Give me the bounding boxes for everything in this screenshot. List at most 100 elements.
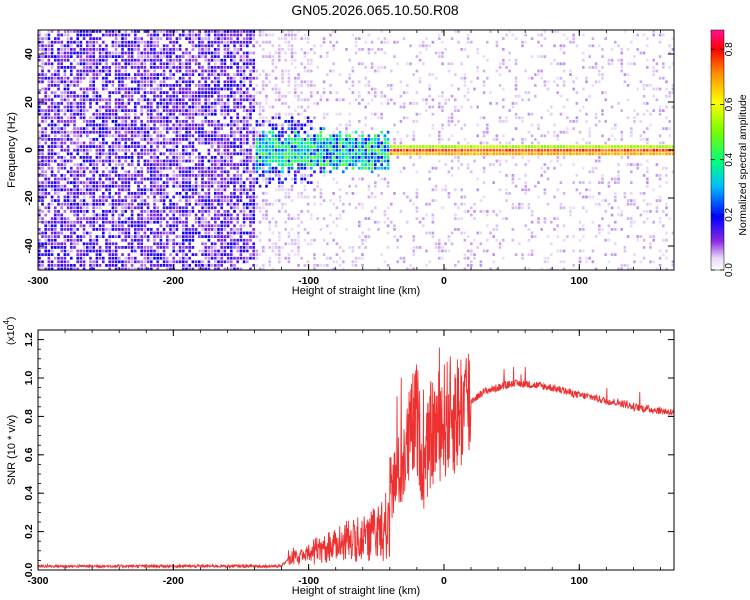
spectrogram-cell xyxy=(201,217,204,220)
spectrogram-cell xyxy=(105,199,108,202)
spectrogram-cell xyxy=(361,256,364,260)
spectrogram-cell xyxy=(188,62,191,66)
spectrogram-cell xyxy=(66,80,70,84)
spectrogram-cell xyxy=(111,127,115,130)
spectrogram-cell xyxy=(220,231,223,235)
spectrogram-cell xyxy=(447,69,451,73)
spectrogram-cell xyxy=(57,145,60,148)
spectrogram-cell xyxy=(361,156,364,159)
spectrogram-cell xyxy=(297,76,300,80)
spectrogram-cell xyxy=(175,228,179,231)
spectrogram-cell xyxy=(252,206,255,210)
spectrogram-cell xyxy=(54,184,57,188)
spectrogram-cell xyxy=(370,40,374,44)
spectrogram-cell xyxy=(63,177,67,181)
spectrogram-cell xyxy=(79,76,83,80)
spectrogram-cell xyxy=(361,159,364,163)
spectrogram-cell xyxy=(182,120,185,123)
spectrogram-cell xyxy=(271,127,275,130)
spectrogram-cell xyxy=(44,109,47,112)
spectrogram-cell xyxy=(236,260,239,264)
spectrogram-cell xyxy=(194,188,198,192)
spectrogram-cell xyxy=(169,109,172,112)
spectrogram-cell xyxy=(223,177,227,181)
spectrogram-cell xyxy=(438,105,441,109)
spectrogram-cell xyxy=(233,181,236,184)
spectrogram-cell xyxy=(146,120,150,123)
spectrogram-cell xyxy=(290,184,294,188)
spectrogram-cell xyxy=(191,231,195,235)
spectrogram-cell xyxy=(153,138,156,141)
spectrogram-cell xyxy=(287,69,291,73)
spectrogram-cell xyxy=(201,184,204,188)
spectrogram-cell xyxy=(159,242,163,246)
spectrogram-cell xyxy=(242,224,246,228)
spectrogram-cell xyxy=(201,48,204,51)
spectrogram-cell xyxy=(230,91,233,94)
spectrogram-cell xyxy=(476,69,479,73)
spectrogram-cell xyxy=(47,116,51,120)
spectrogram-cell xyxy=(370,112,374,116)
spectrogram-cell xyxy=(66,148,70,152)
spectrogram-cell xyxy=(92,181,95,184)
spectrogram-cell xyxy=(313,138,316,141)
spectrogram-cell xyxy=(121,148,124,152)
spectrogram-cell xyxy=(172,213,175,217)
spectrogram-cell xyxy=(265,156,268,159)
spectrogram-cell xyxy=(374,148,377,152)
spectrogram-cell xyxy=(306,69,310,73)
spectrogram-cell xyxy=(463,73,467,76)
spectrogram-cell xyxy=(463,145,467,148)
spectrogram-cell xyxy=(374,163,377,166)
spectrogram-cell xyxy=(156,105,159,109)
spectrogram-cell xyxy=(399,141,403,145)
spectrogram-cell xyxy=(185,112,188,116)
spectrogram-cell xyxy=(367,159,371,163)
spectrogram-cell xyxy=(169,112,172,116)
spectrogram-cell xyxy=(290,242,294,246)
spectrogram-cell xyxy=(124,148,127,152)
spectrogram-cell xyxy=(57,73,60,76)
spectrogram-cell xyxy=(60,220,63,224)
spectrogram-cell xyxy=(156,192,159,195)
spectrogram-cell xyxy=(290,141,294,145)
spectrogram-cell xyxy=(210,134,214,138)
spectrogram-cell xyxy=(223,184,227,188)
spectrogram-cell xyxy=(223,141,227,145)
spectrogram-cell xyxy=(265,98,268,102)
spectrogram-cell xyxy=(137,30,140,33)
spectrogram-cell xyxy=(182,145,185,148)
spectrogram-cell xyxy=(278,199,281,202)
spectrogram-cell xyxy=(111,249,115,253)
spectrogram-cell xyxy=(73,84,76,87)
spectrogram-cell xyxy=(326,138,329,141)
spectrogram-cell xyxy=(92,159,95,163)
spectrogram-cell xyxy=(492,152,495,156)
spectrogram-cell xyxy=(146,238,150,242)
spectrogram-cell xyxy=(287,213,291,217)
spectrogram-cell xyxy=(114,37,118,40)
spectrogram-cell xyxy=(322,87,326,91)
spectrogram-cell xyxy=(182,267,185,270)
spectrogram-cell xyxy=(226,163,230,166)
spectrogram-cell xyxy=(50,120,54,123)
spectrogram-cell xyxy=(226,37,230,40)
spectrogram-cell xyxy=(185,109,188,112)
spectrogram-cell xyxy=(278,87,281,91)
spectrogram-cell xyxy=(364,159,367,163)
spectrogram-cell xyxy=(182,159,185,163)
spectrogram-cell xyxy=(191,105,195,109)
spectrogram-cell xyxy=(271,249,275,253)
spectrogram-cell xyxy=(310,127,313,130)
spectrogram-cell xyxy=(41,76,44,80)
spectrogram-cell xyxy=(134,174,137,177)
spectrogram-cell xyxy=(134,80,137,84)
spectrogram-cell xyxy=(252,130,255,134)
spectrogram-cell xyxy=(466,148,470,152)
spectrogram-cell xyxy=(47,62,51,66)
spectrogram-cell xyxy=(185,66,188,69)
spectrogram-cell xyxy=(294,152,297,156)
spectrogram-cell xyxy=(178,235,182,238)
spectrogram-cell xyxy=(98,30,102,33)
spectrogram-cell xyxy=(111,177,115,181)
